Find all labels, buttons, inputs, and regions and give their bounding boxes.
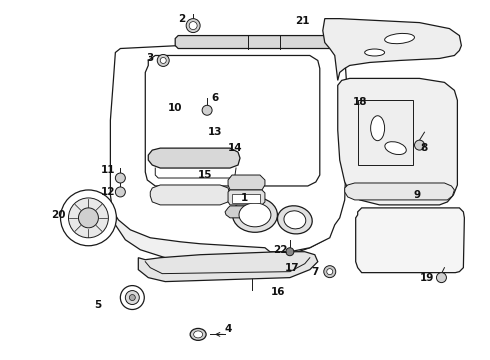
Circle shape [115, 187, 125, 197]
Ellipse shape [233, 197, 277, 232]
Polygon shape [356, 208, 465, 273]
Text: 19: 19 [420, 273, 435, 283]
Text: 7: 7 [311, 267, 318, 276]
Circle shape [324, 266, 336, 278]
Circle shape [157, 54, 169, 67]
Ellipse shape [194, 331, 203, 338]
Text: 11: 11 [101, 165, 116, 175]
Text: 2: 2 [178, 14, 186, 24]
Circle shape [160, 58, 166, 63]
Text: 8: 8 [421, 143, 428, 153]
Text: 12: 12 [101, 187, 116, 197]
Circle shape [61, 190, 116, 246]
Text: 18: 18 [352, 97, 367, 107]
Text: 10: 10 [168, 103, 182, 113]
Polygon shape [228, 190, 265, 205]
Polygon shape [338, 78, 457, 205]
Circle shape [115, 173, 125, 183]
Text: 4: 4 [224, 324, 232, 334]
Circle shape [202, 105, 212, 115]
Polygon shape [150, 185, 230, 205]
Circle shape [121, 285, 144, 310]
Polygon shape [110, 45, 348, 252]
Polygon shape [148, 148, 240, 168]
Text: 1: 1 [241, 193, 247, 203]
Circle shape [415, 140, 424, 150]
Polygon shape [228, 175, 265, 190]
Circle shape [189, 22, 197, 30]
Ellipse shape [385, 142, 406, 154]
Ellipse shape [239, 203, 271, 227]
Circle shape [78, 208, 98, 228]
Ellipse shape [277, 206, 312, 234]
Polygon shape [225, 206, 258, 218]
Text: 3: 3 [147, 54, 154, 63]
Circle shape [286, 248, 294, 256]
Ellipse shape [284, 211, 306, 229]
Circle shape [69, 198, 108, 238]
Ellipse shape [365, 49, 385, 56]
Text: 21: 21 [295, 15, 310, 26]
Text: 17: 17 [285, 263, 299, 273]
Circle shape [129, 294, 135, 301]
Polygon shape [112, 210, 335, 263]
Bar [358, 100, 413, 165]
Text: 16: 16 [270, 287, 285, 297]
Polygon shape [138, 252, 318, 282]
Text: 14: 14 [228, 143, 243, 153]
Polygon shape [145, 55, 320, 186]
Text: 22: 22 [272, 245, 287, 255]
Circle shape [437, 273, 446, 283]
Text: 9: 9 [414, 190, 421, 200]
Polygon shape [175, 36, 345, 49]
Text: 20: 20 [51, 210, 66, 220]
Polygon shape [345, 183, 454, 200]
Text: 6: 6 [212, 93, 219, 103]
Text: 13: 13 [208, 127, 222, 137]
Text: 15: 15 [198, 170, 212, 180]
Circle shape [125, 291, 139, 305]
Text: 5: 5 [94, 300, 101, 310]
Ellipse shape [370, 116, 385, 141]
Circle shape [327, 269, 333, 275]
Circle shape [186, 19, 200, 32]
Ellipse shape [190, 328, 206, 340]
Bar [232, 194, 260, 203]
Ellipse shape [385, 33, 415, 44]
Polygon shape [323, 19, 462, 80]
